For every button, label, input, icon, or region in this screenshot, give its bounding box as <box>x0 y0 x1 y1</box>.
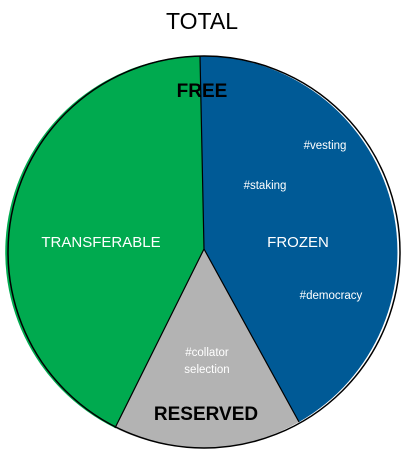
frozen-label: FROZEN <box>267 234 329 251</box>
tag-vesting: #vesting <box>304 140 347 152</box>
diagram-title: TOTAL <box>166 8 238 34</box>
transferable-region <box>5 56 204 428</box>
reserved-label: RESERVED <box>154 404 258 425</box>
tag-democracy: #democracy <box>300 290 363 302</box>
total-circle-outline <box>7 55 401 449</box>
tag-staking: #staking <box>244 180 287 192</box>
reserved-region <box>115 249 299 449</box>
free-label: FREE <box>177 81 228 102</box>
divider-lines <box>114 55 300 429</box>
tag-collator: #collator <box>185 347 229 359</box>
transferable-label: TRANSFERABLE <box>41 234 160 251</box>
tag-selection: selection <box>184 364 229 376</box>
